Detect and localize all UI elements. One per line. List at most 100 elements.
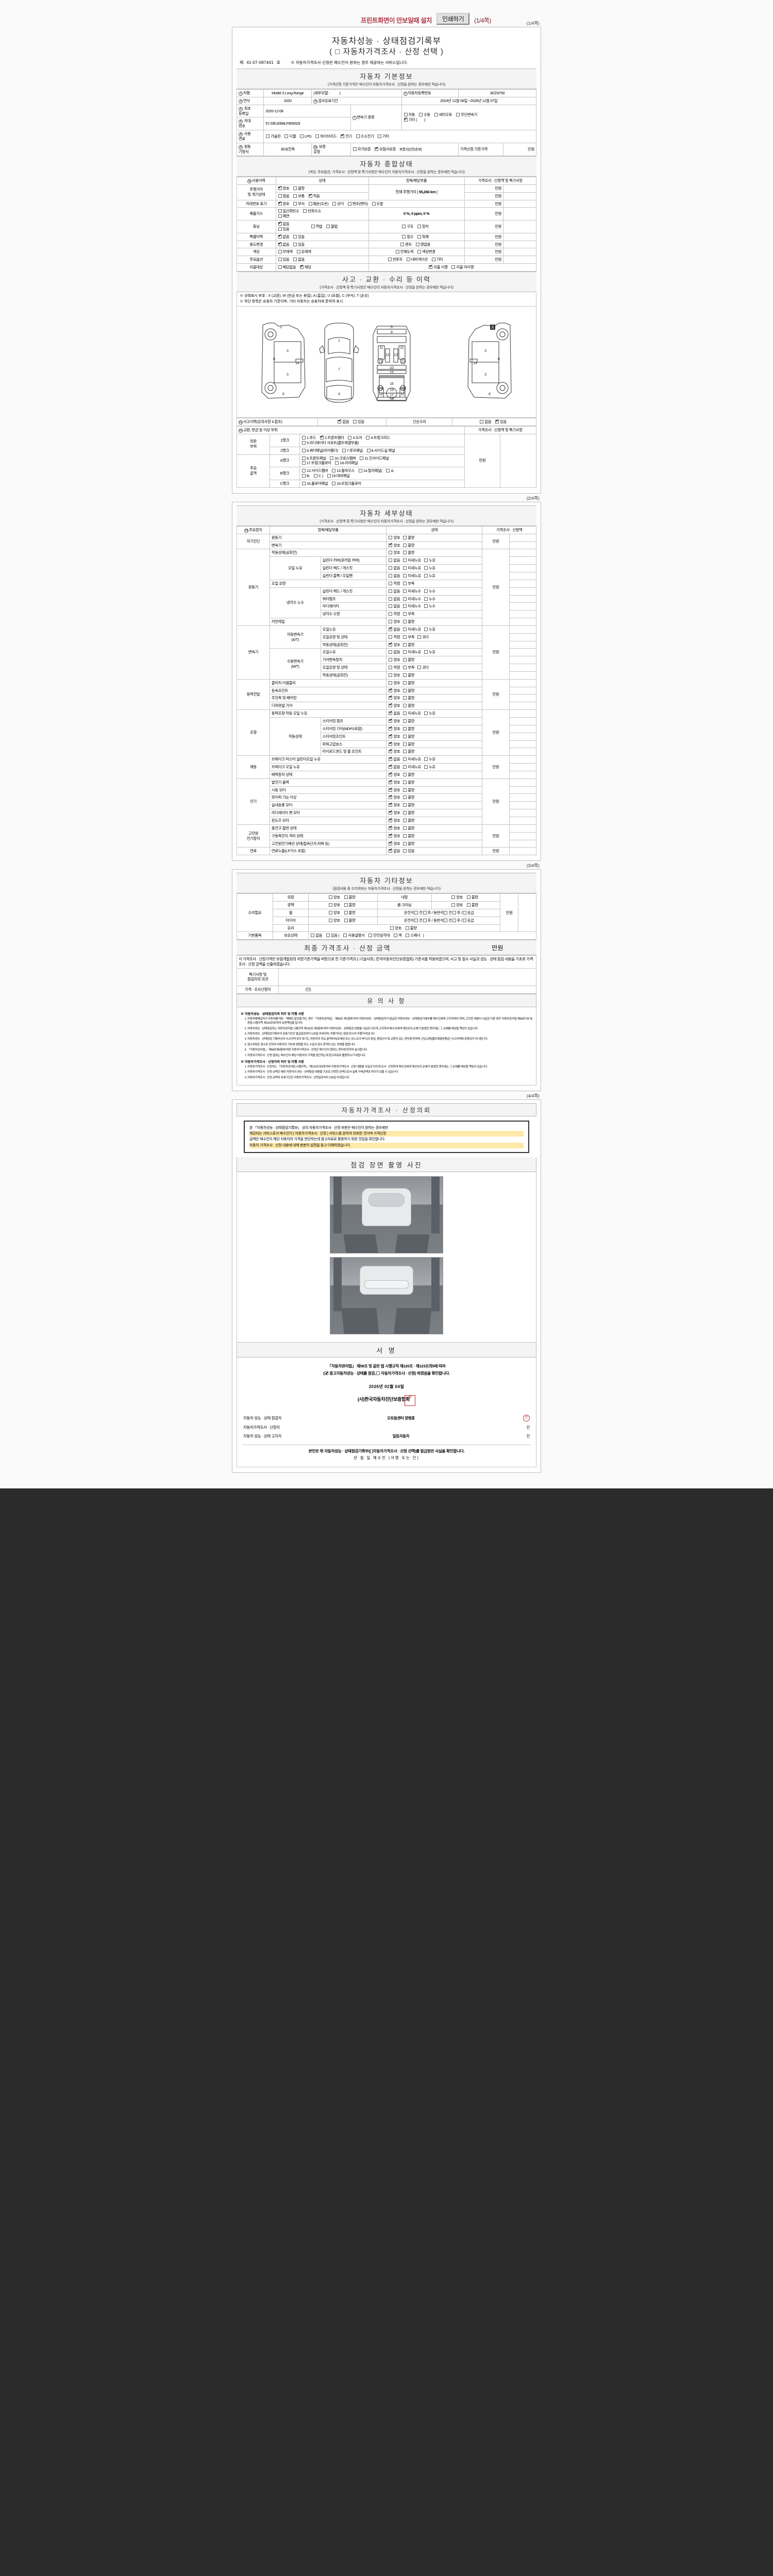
checkbox-icon[interactable] <box>424 573 428 578</box>
opt-simple-none[interactable]: 없음 <box>479 419 492 425</box>
checkbox-icon[interactable] <box>389 694 393 700</box>
opt-vin-altered[interactable]: 변조(변타) <box>347 201 368 207</box>
checkbox-icon[interactable] <box>389 840 393 845</box>
opt-accident-none[interactable]: 없음 <box>337 418 349 425</box>
price-memo[interactable] <box>503 192 536 200</box>
opt-g6r2-1[interactable]: 불량 <box>402 795 414 800</box>
opt-g2r2-1[interactable]: 불량 <box>402 642 414 648</box>
checkbox-icon[interactable] <box>403 719 407 723</box>
opt-g6r5-0[interactable]: 양호 <box>388 817 400 823</box>
opt-g7r0-1[interactable]: 불량 <box>402 826 414 831</box>
opt-g6r4-1[interactable]: 불량 <box>402 810 414 816</box>
detail-price-memo[interactable] <box>509 839 537 848</box>
checkbox-icon[interactable] <box>403 673 407 677</box>
opt-g8r0-1[interactable]: 있음 <box>402 849 414 854</box>
checkbox-icon[interactable] <box>403 688 407 692</box>
checkbox-icon[interactable] <box>403 612 407 616</box>
opt-g3r3-1[interactable]: 불량 <box>402 703 414 708</box>
checkbox-icon[interactable] <box>417 666 422 670</box>
opt-vin-erased[interactable]: 도말 <box>372 201 383 207</box>
checkbox-icon[interactable] <box>389 733 393 739</box>
opt-part-crossmember[interactable]: 10.크로스멤버 <box>329 456 356 461</box>
opt-g2r0-0[interactable]: 없음 <box>388 626 400 632</box>
checkbox-icon[interactable] <box>389 725 393 731</box>
opt-g1r3-0[interactable]: 없음 <box>388 573 400 579</box>
opt-accident-yes[interactable]: 있음 <box>352 419 364 425</box>
opt-part-door[interactable]: 3.도어 <box>347 435 362 440</box>
opt-g4r5-1[interactable]: 불량 <box>402 749 414 754</box>
opt-tuning-structure[interactable]: 구조 <box>401 224 414 229</box>
opt-part-trunkfloor-a[interactable]: 17.트렁크플로어 <box>301 461 331 466</box>
opt-part-frontfender[interactable]: 2.프론트휀더 <box>320 434 344 440</box>
opt-wheel-good[interactable]: 양호 <box>328 910 340 916</box>
checkbox-icon[interactable] <box>403 711 407 716</box>
checkbox-icon[interactable] <box>389 748 393 754</box>
opt-basic-manual[interactable]: 사용설명서 <box>343 933 365 938</box>
checkbox-icon[interactable] <box>389 794 393 800</box>
checkbox-icon[interactable] <box>389 612 393 616</box>
opt-warranty-self[interactable]: 자가보증 <box>352 147 371 152</box>
opt-fuel-lpg[interactable]: LPG <box>299 134 312 139</box>
checkbox-icon[interactable] <box>403 765 407 769</box>
opt-g0r0-0[interactable]: 양호 <box>388 535 400 540</box>
opt-performance-check[interactable] <box>325 1370 329 1377</box>
opt-options-navigation[interactable]: 네비게이션 <box>406 257 428 262</box>
opt-simple-yes[interactable]: 있음 <box>495 418 507 425</box>
opt-int-good[interactable]: 양호 <box>451 895 463 900</box>
opt-clean-good[interactable]: 양호 <box>451 903 463 908</box>
checkbox-icon[interactable] <box>389 581 393 585</box>
opt-emission-co[interactable]: 일산화탄소 <box>278 209 299 214</box>
checkbox-icon[interactable] <box>403 681 407 685</box>
opt-g6r0-0[interactable]: 양호 <box>388 779 400 785</box>
checkbox-icon[interactable] <box>403 818 407 822</box>
detail-price-memo[interactable] <box>509 625 537 634</box>
opt-g3r2-0[interactable]: 양호 <box>388 694 400 701</box>
detail-price-memo[interactable] <box>509 686 537 695</box>
opt-g1r7-1[interactable]: 미세누수 <box>402 604 421 609</box>
opt-fuel-electric[interactable]: 전기 <box>340 133 352 139</box>
opt-g1r4-0[interactable]: 적정 <box>388 581 400 586</box>
checkbox-icon[interactable] <box>389 779 393 785</box>
opt-g0r0-1[interactable]: 불량 <box>402 535 414 540</box>
detail-price-memo[interactable] <box>509 541 537 550</box>
opt-tire-driver-rear[interactable] <box>423 918 427 922</box>
opt-usechange-none[interactable]: 없음 <box>278 241 290 247</box>
opt-recall-notdone[interactable]: 리콜 미이행 <box>451 265 474 270</box>
opt-part-frontpanel[interactable]: 9.프론트패널 <box>301 456 326 461</box>
checkbox-icon[interactable] <box>424 765 428 769</box>
opt-emission-hc[interactable]: 탄화수소 <box>303 209 321 214</box>
opt-g2r5-1[interactable]: 부족 <box>402 665 414 670</box>
opt-basic-triangle[interactable]: 안전삼각대 <box>368 933 390 938</box>
checkbox-icon[interactable] <box>424 650 428 654</box>
checkbox-icon[interactable] <box>389 718 393 723</box>
detail-price-memo[interactable] <box>509 748 537 756</box>
opt-int-bad[interactable]: 불량 <box>466 895 478 900</box>
detail-price-memo[interactable] <box>509 847 537 856</box>
checkbox-icon[interactable] <box>389 817 393 823</box>
checkbox-icon[interactable] <box>424 589 428 593</box>
checkbox-icon[interactable] <box>389 558 393 563</box>
opt-ext-good[interactable]: 양호 <box>328 895 340 900</box>
opt-mileage-normal[interactable]: 보통 <box>293 194 305 199</box>
opt-color-fullpaint[interactable]: 전체도색 <box>395 249 414 255</box>
checkbox-icon[interactable] <box>403 734 407 738</box>
opt-g0r1-0[interactable]: 양호 <box>388 542 400 548</box>
checkbox-icon[interactable] <box>389 809 393 815</box>
checkbox-icon[interactable] <box>389 666 393 670</box>
opt-mileage-bad[interactable]: 불량 <box>293 186 305 191</box>
price-assessor-value[interactable]: (인) <box>278 985 536 994</box>
opt-g1r3-1[interactable]: 미세누유 <box>402 573 421 579</box>
detail-price-memo[interactable] <box>509 824 537 833</box>
opt-g7r2-1[interactable]: 불량 <box>402 841 414 846</box>
opt-g1r6-0[interactable]: 없음 <box>388 597 400 602</box>
checkbox-icon[interactable] <box>403 704 407 708</box>
opt-g7r1-0[interactable]: 양호 <box>388 833 400 839</box>
opt-g6r4-0[interactable]: 양호 <box>388 809 400 816</box>
detail-price-memo[interactable] <box>509 717 537 725</box>
checkbox-icon[interactable] <box>389 551 393 555</box>
opt-g5r2-1[interactable]: 불량 <box>402 772 414 777</box>
opt-g7r2-0[interactable]: 양호 <box>388 840 400 846</box>
opt-wheel-driver-front[interactable] <box>414 910 418 914</box>
opt-g4r1-0[interactable]: 양호 <box>388 718 400 724</box>
checkbox-icon[interactable] <box>389 604 393 608</box>
